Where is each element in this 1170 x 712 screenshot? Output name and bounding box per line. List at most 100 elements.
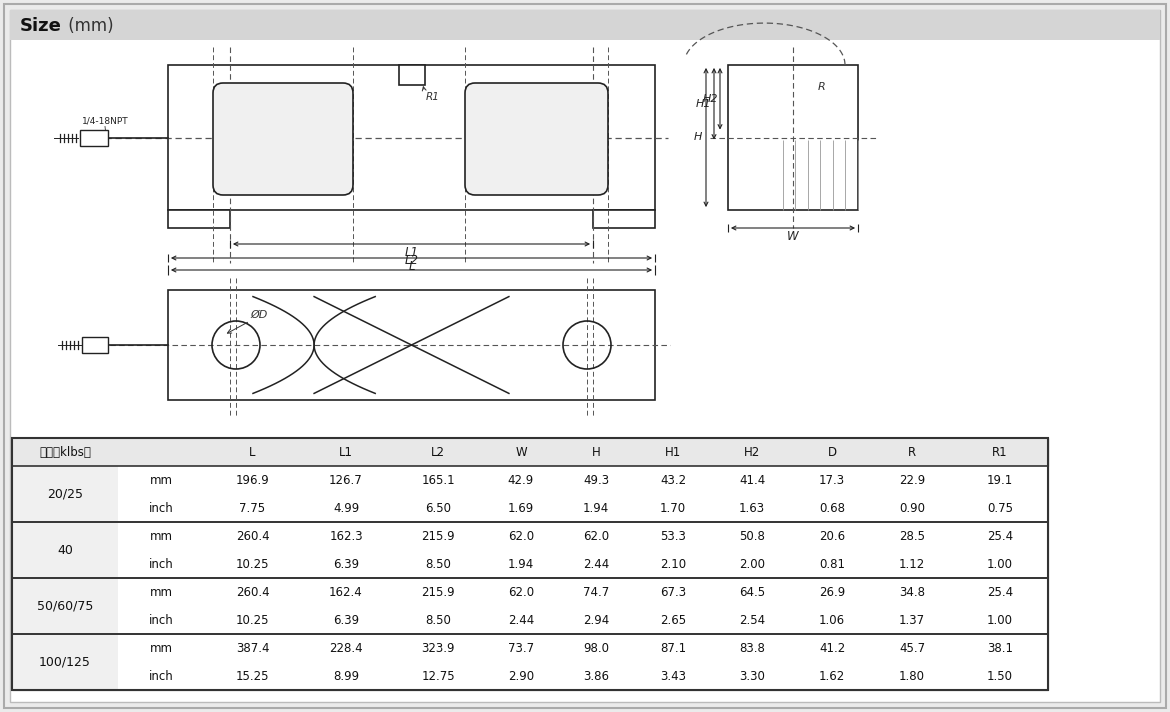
Text: mm: mm [150,473,173,486]
Text: 10.25: 10.25 [235,614,269,627]
Bar [728,65,858,210]
Bar [11,10,1159,40]
Text: 20.6: 20.6 [819,530,845,543]
Text: L: L [408,259,414,273]
Text: 41.4: 41.4 [739,473,765,486]
Bar [118,634,1048,662]
Text: H2: H2 [744,446,760,459]
Text: 34.8: 34.8 [899,585,925,599]
Text: 26.9: 26.9 [819,585,845,599]
Bar [12,438,1048,466]
Text: 62.0: 62.0 [508,530,534,543]
Bar [118,466,1048,494]
Bar [118,522,1048,550]
Bar [168,65,655,210]
Bar [118,494,1048,522]
Text: 2.44: 2.44 [583,557,610,570]
Text: 3.30: 3.30 [739,669,765,683]
Text: H1: H1 [695,99,711,109]
Text: 387.4: 387.4 [235,642,269,654]
Text: R1: R1 [992,446,1007,459]
Text: 1.70: 1.70 [660,501,686,515]
Bar [12,634,1048,690]
Bar [118,550,1048,578]
Text: H: H [592,446,600,459]
Text: 1.94: 1.94 [583,501,610,515]
Text: 0.75: 0.75 [987,501,1013,515]
Text: 260.4: 260.4 [235,585,269,599]
Text: 42.9: 42.9 [508,473,535,486]
Text: 50.8: 50.8 [739,530,765,543]
Text: L1: L1 [339,446,353,459]
Text: 19.1: 19.1 [986,473,1013,486]
Text: 323.9: 323.9 [421,642,455,654]
Bar [12,438,1048,690]
Text: 1.62: 1.62 [819,669,845,683]
Text: 73.7: 73.7 [508,642,534,654]
Text: 8.50: 8.50 [425,614,450,627]
Text: L: L [249,446,256,459]
Text: 25.4: 25.4 [987,530,1013,543]
Text: 74.7: 74.7 [583,585,610,599]
Text: 20/25: 20/25 [47,488,83,501]
Text: 1.50: 1.50 [987,669,1013,683]
Text: 126.7: 126.7 [329,473,363,486]
Bar [12,578,118,634]
Text: inch: inch [149,669,174,683]
Text: 53.3: 53.3 [660,530,686,543]
Text: 2.65: 2.65 [660,614,686,627]
Text: H2: H2 [702,94,718,104]
Text: 83.8: 83.8 [739,642,765,654]
Text: 260.4: 260.4 [235,530,269,543]
Text: R: R [818,82,826,92]
Text: 1.00: 1.00 [987,557,1013,570]
Text: 2.54: 2.54 [739,614,765,627]
Bar [12,466,118,522]
Text: 25.4: 25.4 [987,585,1013,599]
Text: 1.69: 1.69 [508,501,535,515]
Text: 50/60/75: 50/60/75 [36,600,94,612]
Bar [118,662,1048,690]
Bar [80,130,108,145]
Text: 12.75: 12.75 [421,669,455,683]
Text: W: W [787,231,799,244]
Bar [168,210,230,228]
Text: R1: R1 [426,92,440,102]
Text: R: R [908,446,916,459]
Text: 6.39: 6.39 [333,614,359,627]
Bar [12,466,1048,522]
Bar [118,606,1048,634]
Text: 1.80: 1.80 [899,669,925,683]
Text: mm: mm [150,585,173,599]
Text: 2.94: 2.94 [583,614,610,627]
Text: 43.2: 43.2 [660,473,686,486]
Text: 7.75: 7.75 [240,501,266,515]
Text: 41.2: 41.2 [819,642,845,654]
Text: 165.1: 165.1 [421,473,455,486]
Text: W: W [515,446,526,459]
Text: 1/4-18NPT: 1/4-18NPT [82,117,129,126]
Text: H: H [694,132,702,142]
Text: 49.3: 49.3 [583,473,610,486]
Text: 2.44: 2.44 [508,614,535,627]
Text: 64.5: 64.5 [739,585,765,599]
Bar [12,634,118,690]
Bar [168,290,655,400]
Text: 1.12: 1.12 [899,557,925,570]
Text: 1.37: 1.37 [899,614,925,627]
Text: (mm): (mm) [63,17,113,35]
Text: 0.90: 0.90 [899,501,925,515]
Text: Size: Size [20,17,62,35]
Text: mm: mm [150,530,173,543]
Text: 10.25: 10.25 [235,557,269,570]
Bar [593,210,655,228]
Text: 0.68: 0.68 [819,501,845,515]
Text: 22.9: 22.9 [899,473,925,486]
Text: L2: L2 [405,254,419,268]
Text: 100/125: 100/125 [39,656,91,669]
Text: 0.81: 0.81 [819,557,845,570]
Text: 量程（klbs）: 量程（klbs） [39,446,91,459]
Text: H1: H1 [665,446,681,459]
Bar [118,578,1048,606]
Text: inch: inch [149,501,174,515]
